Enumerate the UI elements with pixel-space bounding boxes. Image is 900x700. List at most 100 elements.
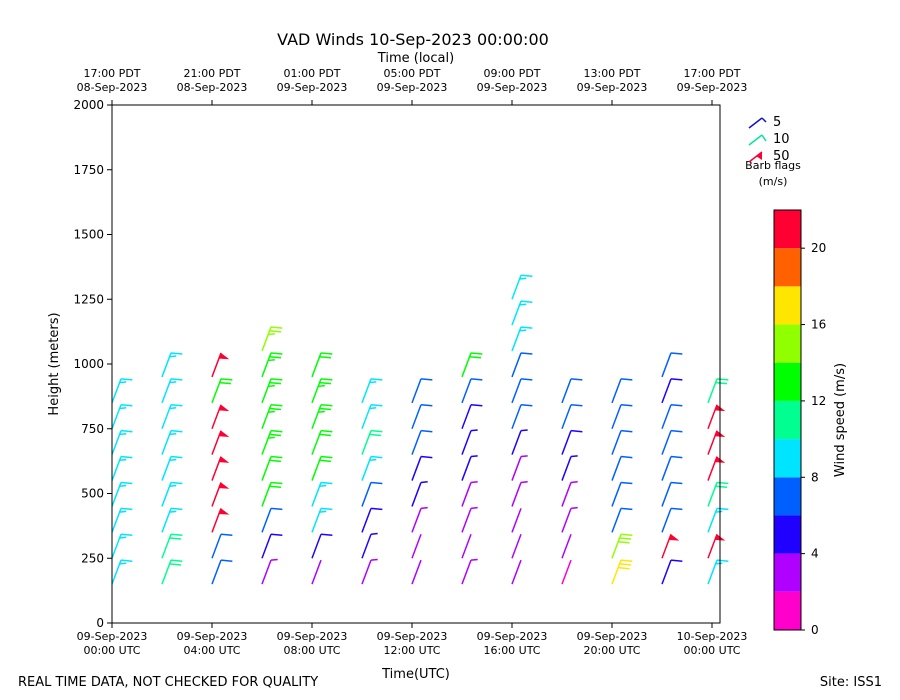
wind-barb — [261, 507, 283, 533]
top-axis-label: Time (local) — [377, 51, 454, 66]
colorbar-bin — [774, 286, 801, 325]
barb-staff — [611, 482, 622, 507]
wind-barb — [511, 508, 522, 533]
wind-barb — [161, 378, 183, 404]
barb-staff — [261, 533, 272, 559]
wind-barb — [261, 481, 283, 507]
barb-feather — [119, 407, 127, 410]
colorbar-bin — [774, 248, 801, 287]
wind-barb — [111, 559, 133, 585]
barb-staff — [161, 508, 172, 533]
barb-staff — [561, 508, 572, 533]
barb-feather — [619, 537, 632, 540]
barb-feather — [219, 381, 232, 385]
barb-staff — [661, 508, 672, 533]
barb-staff — [161, 559, 172, 585]
barb-staff — [361, 378, 372, 404]
barb-staff — [261, 559, 272, 585]
colorbar-tick-label: 12 — [811, 394, 826, 408]
barb-staff — [111, 559, 122, 585]
barb-staff — [461, 352, 472, 378]
legend-title: Barb flags — [745, 159, 801, 172]
barb-staff — [561, 378, 572, 404]
barb-feather — [670, 429, 683, 433]
barb-feather — [320, 481, 333, 485]
wind-barb — [161, 507, 183, 533]
barb-staff — [511, 352, 522, 378]
wind-barb — [211, 404, 230, 430]
wind-barb — [261, 558, 278, 585]
barb-feather — [319, 407, 332, 411]
wind-barb — [511, 429, 528, 455]
barb-staff — [311, 378, 322, 404]
wind-barb — [707, 533, 726, 559]
barb-feather — [318, 410, 325, 413]
barb-staff — [461, 508, 472, 533]
wind-barb — [111, 481, 133, 507]
barb-feather — [220, 533, 233, 537]
barb-feather — [269, 330, 282, 333]
wind-barb — [707, 481, 729, 507]
wind-barb — [361, 429, 383, 455]
barb-feather — [420, 378, 433, 381]
x-tick-label: 09:00 PDT — [483, 67, 540, 80]
barb-feather — [220, 378, 233, 381]
x-tick-label: 09-Sep-2023 — [477, 630, 548, 643]
wind-barb — [211, 430, 230, 455]
barb-staff — [411, 559, 422, 585]
wind-barb — [461, 455, 478, 481]
barb-feather — [370, 455, 383, 459]
wind-barb — [361, 378, 383, 404]
barb-feather — [470, 506, 478, 510]
barb-feather — [370, 429, 383, 433]
wind-barb — [611, 559, 633, 585]
y-tick-label: 250 — [81, 551, 104, 565]
barb-feather — [119, 381, 127, 384]
barb-staff — [161, 352, 172, 378]
wind-barb — [411, 506, 428, 533]
barb-staff — [111, 430, 122, 455]
barb-feather — [620, 378, 633, 381]
barb-staff — [511, 326, 522, 352]
barb-feather — [169, 484, 177, 487]
x-tick-label: 09-Sep-2023 — [277, 81, 348, 94]
barb-feather — [570, 481, 578, 484]
barb-feather — [370, 558, 378, 561]
wind-barb — [161, 455, 183, 481]
barb-feather — [320, 533, 333, 537]
barb-staff — [411, 430, 422, 455]
barb-staff — [661, 456, 672, 481]
wind-barb — [611, 481, 633, 507]
wind-barb — [611, 533, 633, 559]
barb-staff — [261, 482, 272, 507]
barb-staff — [311, 352, 322, 378]
wind-barb — [461, 429, 478, 455]
wind-barb — [411, 378, 433, 404]
barb-feather — [269, 355, 282, 359]
x-tick-label: 13:00 PDT — [583, 67, 640, 80]
wind-barb — [511, 326, 533, 352]
barb-feather — [320, 455, 333, 459]
wind-barb — [211, 508, 230, 533]
barb-staff — [111, 404, 122, 430]
barb-feather — [170, 507, 183, 511]
wind-barb — [361, 481, 383, 507]
wind-barb — [361, 532, 378, 559]
x-tick-label: 08:00 UTC — [283, 644, 340, 657]
barb-feather — [320, 507, 333, 511]
colorbar-bin — [774, 515, 801, 554]
barb-feather — [715, 485, 728, 488]
wind-barb — [661, 455, 683, 481]
barb-staff — [611, 456, 622, 481]
barb-feather — [716, 378, 729, 381]
barb-staff — [707, 559, 718, 585]
barb-staff — [511, 430, 522, 455]
barb-feather — [169, 432, 177, 436]
chart-title: VAD Winds 10-Sep-2023 00:00:00 — [277, 30, 549, 49]
wind-barb — [561, 506, 578, 533]
barb-feather — [715, 381, 728, 385]
barb-feather — [269, 433, 282, 437]
barb-staff — [161, 404, 172, 430]
wind-barb — [707, 378, 729, 404]
